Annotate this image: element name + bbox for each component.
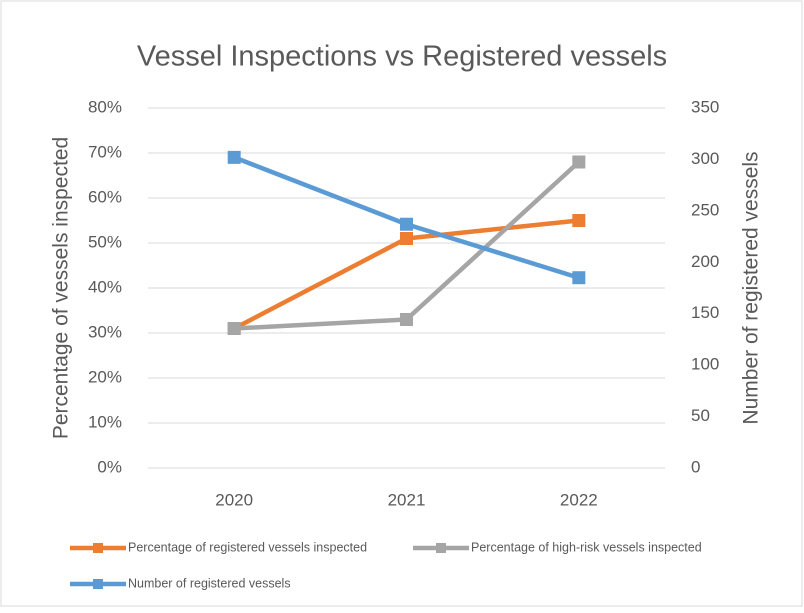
y-axis-title: Percentage of vessels inspected <box>50 137 73 439</box>
y-tick-label: 50% <box>88 232 122 251</box>
y2-tick-label: 0 <box>691 457 700 476</box>
y-tick-label: 70% <box>88 142 122 161</box>
chart-title: Vessel Inspections vs Registered vessels <box>137 41 667 73</box>
y-tick-label: 30% <box>88 322 122 341</box>
y-tick-label: 80% <box>88 97 122 116</box>
x-tick-label: 2020 <box>215 490 253 509</box>
x-tick-label: 2021 <box>388 490 426 509</box>
y2-tick-label: 250 <box>691 200 719 219</box>
y2-tick-label: 100 <box>691 355 719 374</box>
marker <box>227 150 241 164</box>
y2-tick-label: 350 <box>691 97 719 116</box>
marker <box>572 155 586 169</box>
y-tick-label: 10% <box>88 412 122 431</box>
y2-axis-title: Number of registered vessels <box>740 151 763 424</box>
y2-tick-label: 200 <box>691 252 719 271</box>
y-tick-label: 60% <box>88 187 122 206</box>
y-tick-label: 0% <box>97 457 122 476</box>
legend-label: Percentage of high-risk vessels inspecte… <box>471 540 702 554</box>
y-tick-label: 20% <box>88 367 122 386</box>
legend-marker <box>436 543 446 553</box>
marker <box>572 271 586 285</box>
y2-tick-label: 300 <box>691 149 719 168</box>
y-tick-label: 40% <box>88 277 122 296</box>
legend-marker <box>93 579 103 589</box>
marker <box>400 232 413 245</box>
marker <box>572 214 586 227</box>
y2-tick-label: 150 <box>691 303 719 322</box>
legend-label: Number of registered vessels <box>128 576 291 590</box>
marker <box>400 313 413 326</box>
y2-tick-label: 50 <box>691 406 710 425</box>
legend-label: Percentage of registered vessels inspect… <box>128 540 367 554</box>
legend-marker <box>93 543 103 553</box>
x-tick-label: 2022 <box>560 490 598 509</box>
marker <box>227 322 241 335</box>
marker <box>400 217 413 231</box>
